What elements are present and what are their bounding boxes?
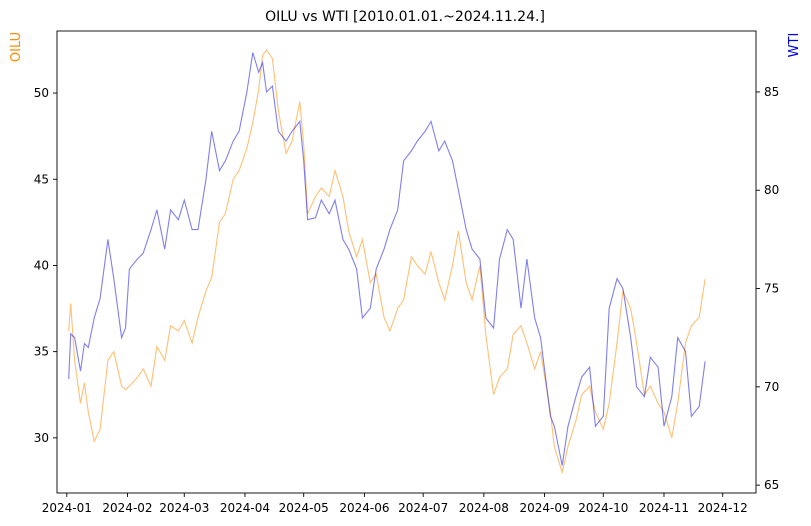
y-left-tick-label: 50 [34,86,49,100]
x-tick-label: 2024-10 [578,501,628,515]
y-right-tick-label: 65 [764,478,779,492]
x-tick-label: 2024-04 [220,501,270,515]
y-right-tick-label: 75 [764,282,779,296]
y-right-tick-label: 80 [764,183,779,197]
y-left-tick-label: 45 [34,172,49,186]
x-tick-label: 2024-09 [519,501,569,515]
y-right-tick-label: 85 [764,85,779,99]
y-left-tick-label: 40 [34,258,49,272]
x-tick-label: 2024-01 [42,501,92,515]
series-line-oilu [68,49,706,475]
y-axis-left: 30 35 40 45 50 [34,86,57,445]
x-tick-label: 2024-07 [398,501,448,515]
x-axis: 2024-01 2024-02 2024-03 2024-04 2024-05 2024-… [42,493,748,515]
y-axis-left-label: OILU [9,32,24,62]
x-tick-label: 2024-12 [698,501,748,515]
y-axis-right-label: WTI [787,33,802,58]
y-right-tick-label: 70 [764,380,779,394]
y-left-tick-label: 35 [34,345,49,359]
x-tick-label: 2024-11 [639,501,689,515]
x-tick-label: 2024-02 [102,501,152,515]
plot-frame [56,30,757,494]
x-tick-label: 2024-08 [459,501,509,515]
y-left-tick-label: 30 [34,431,49,445]
x-tick-label: 2024-03 [159,501,209,515]
chart-title: OILU vs WTI [2010.01.01.~2024.11.24.] [265,9,545,25]
x-tick-label: 2024-05 [279,501,329,515]
x-tick-label: 2024-06 [339,501,389,515]
plot-area [56,30,757,494]
series-line-wti [68,52,706,466]
y-axis-right: 65 70 75 80 85 [756,85,779,492]
